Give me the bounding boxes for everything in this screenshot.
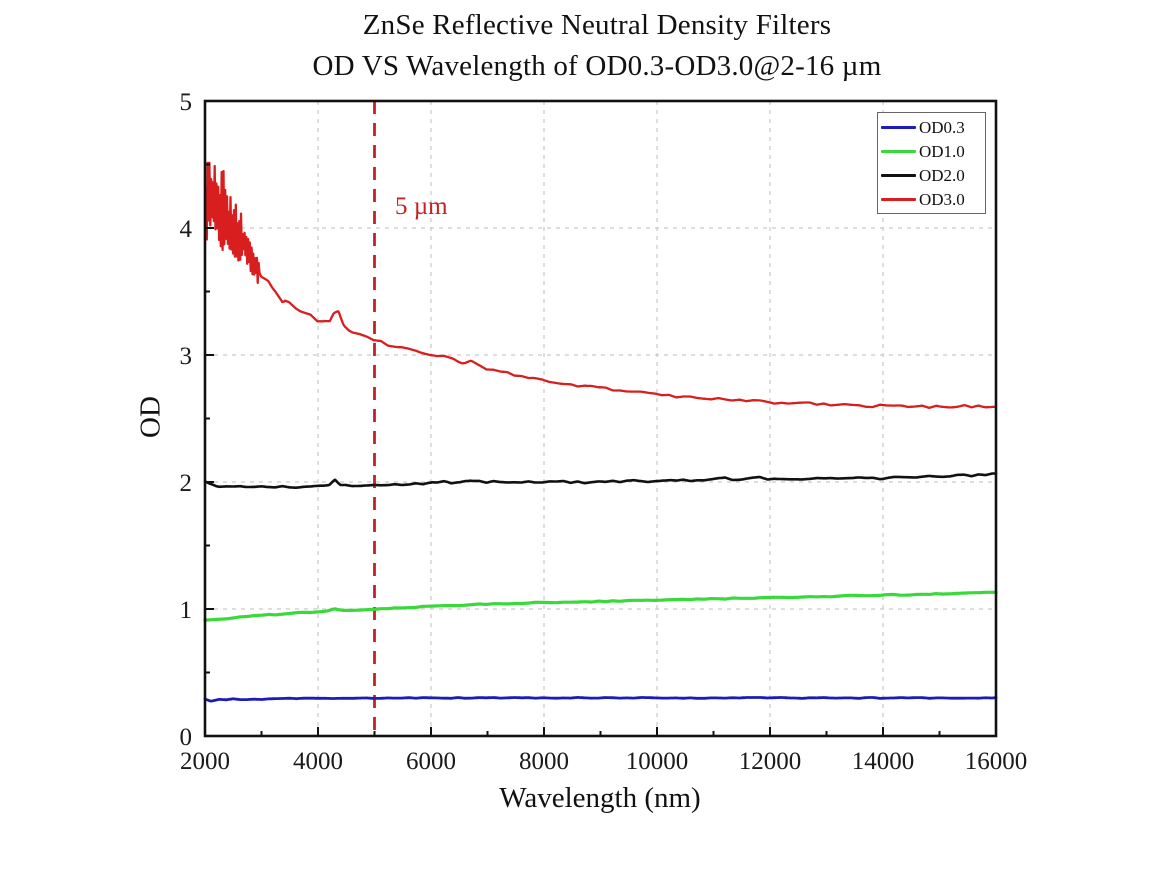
- legend-line-swatch: [881, 149, 916, 153]
- y-tick-label: 4: [180, 216, 193, 243]
- legend-label: OD2.0: [919, 165, 965, 185]
- x-tick-label: 4000: [293, 748, 343, 775]
- legend-item-OD1.0: OD1.0: [878, 139, 985, 163]
- series-line-OD3.0: [203, 161, 998, 410]
- y-tick-label: 3: [180, 343, 193, 370]
- chart-title: ZnSe Reflective Neutral Density Filters: [362, 9, 832, 41]
- legend-item-OD3.0: OD3.0: [878, 187, 985, 211]
- legend-item-OD0.3: OD0.3: [878, 115, 985, 139]
- legend-item-OD2.0: OD2.0: [878, 163, 985, 187]
- y-tick-label: 5: [180, 89, 193, 116]
- chart-subtitle: OD VS Wavelength of OD0.3-OD3.0@2-16 µm: [312, 50, 882, 82]
- legend-label: OD0.3: [919, 117, 965, 137]
- x-axis-label: Wavelength (nm): [499, 782, 701, 814]
- legend-label: OD1.0: [919, 141, 965, 161]
- legend-line-swatch: [881, 173, 916, 177]
- x-tick-label: 8000: [519, 748, 569, 775]
- x-tick-label: 10000: [626, 748, 689, 775]
- x-tick-label: 6000: [406, 748, 456, 775]
- x-tick-label: 12000: [739, 748, 802, 775]
- legend-line-swatch: [881, 125, 916, 129]
- x-tick-label: 2000: [180, 748, 230, 775]
- series-line-OD1.0: [203, 590, 998, 622]
- legend-label: OD3.0: [919, 189, 965, 209]
- y-axis-label: OD: [134, 396, 167, 438]
- y-tick-label: 0: [180, 724, 193, 751]
- legend-line-swatch: [881, 197, 916, 201]
- y-tick-label: 2: [180, 470, 193, 497]
- x-tick-label: 16000: [965, 748, 1028, 775]
- annotation-5um-text: 5 µm: [395, 193, 448, 220]
- series-line-OD0.3: [203, 696, 998, 703]
- y-tick-label: 1: [180, 597, 193, 624]
- x-tick-label: 14000: [852, 748, 915, 775]
- series-line-OD2.0: [203, 472, 998, 489]
- legend: OD0.3 OD1.0 OD2.0 OD3.0: [877, 112, 986, 214]
